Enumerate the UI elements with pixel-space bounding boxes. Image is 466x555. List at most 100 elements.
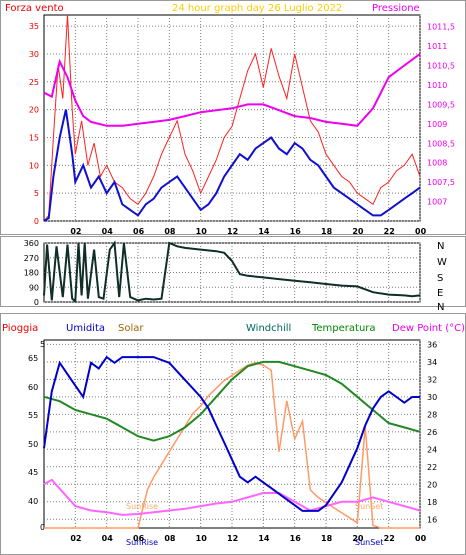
bottom-ticks: 02 04 06 08 10 12 14 16 18 20 22 000540455055606516… <box>28 340 437 543</box>
series-direction <box>43 240 421 304</box>
sunrise-label: SunRise <box>126 502 158 511</box>
dir-y-tick: 180 <box>24 269 39 278</box>
top-y-left-tick: 30 <box>29 50 39 59</box>
top-y-left-tick: 15 <box>29 133 39 142</box>
legend-umidita: Umidita <box>66 323 105 334</box>
top-y-left-tick: 10 <box>29 161 39 170</box>
bottom-y-right-tick: 36 <box>427 340 437 349</box>
top-series <box>43 14 421 222</box>
chart-title: 24 hour graph day 26 Luglio 2022 <box>172 3 342 14</box>
top-y-right-tick: 1011 <box>427 42 447 51</box>
series-temperature <box>43 360 421 442</box>
top-x-tick: 18 <box>321 227 333 236</box>
top-grid <box>44 15 421 222</box>
series-humidity <box>43 355 420 512</box>
top-y-right-tick: 1010,5 <box>427 62 455 71</box>
bottom-y-right-tick: 18 <box>427 498 437 507</box>
dir-ticks: 0 90 180 270 360 <box>24 239 39 307</box>
bottom-x-tick: 18 <box>321 534 333 543</box>
dir-letter-s: S <box>437 273 443 284</box>
bottom-grid <box>44 340 421 528</box>
sunset-axis-label: SunSet <box>355 538 383 547</box>
top-y-right-tick: 1007 <box>427 198 447 207</box>
top-x-tick: 20 <box>352 227 364 236</box>
legend-temperatura: Temperatura <box>311 323 376 334</box>
bottom-x-tick: 20 <box>352 534 364 543</box>
bottom-y-left-tick: 0 <box>40 523 45 532</box>
bottom-panel-frame <box>0 313 466 555</box>
bottom-y-right-tick: 30 <box>427 393 437 402</box>
bottom-y-left-tick: 5 <box>40 340 45 349</box>
bottom-x-tick: 12 <box>227 534 238 543</box>
series-speed <box>43 109 421 222</box>
top-x-tick: 06 <box>133 227 145 236</box>
dir-letter-e: E <box>437 288 443 299</box>
bottom-x-tick: 04 <box>102 534 114 543</box>
bottom-y-left-tick: 60 <box>28 383 38 392</box>
top-y-left-tick: 5 <box>34 189 39 198</box>
top-x-tick: 16 <box>290 227 302 236</box>
bottom-y-right-tick: 24 <box>427 445 437 454</box>
legend-pioggia: Pioggia <box>2 323 38 334</box>
dir-plot-area <box>43 242 421 303</box>
bottom-x-tick: 22 <box>384 534 395 543</box>
bottom-y-right-tick: 32 <box>427 375 437 384</box>
dir-series <box>43 240 421 304</box>
bottom-x-tick: 08 <box>164 534 176 543</box>
top-panel-frame <box>0 0 466 235</box>
dir-y-tick: 90 <box>29 283 39 292</box>
top-y-right-tick: 1008,5 <box>427 139 455 148</box>
bottom-y-left-tick: 55 <box>28 411 38 420</box>
series-dewpoint <box>43 478 421 516</box>
series-solar <box>44 361 420 529</box>
top-x-tick: 04 <box>102 227 114 236</box>
top-ticks: 02 04 06 08 10 12 14 16 18 20 22 000510152025303510… <box>29 22 455 236</box>
top-y-left-tick: 20 <box>29 106 39 115</box>
top-x-tick: 00 <box>415 227 427 236</box>
bottom-x-tick: 10 <box>196 534 208 543</box>
top-x-tick: 02 <box>70 227 81 236</box>
top-y-right-tick: 1008 <box>427 159 447 168</box>
top-y-right-tick: 1009,5 <box>427 100 455 109</box>
top-x-tick: 08 <box>164 227 176 236</box>
bottom-y-right-tick: 22 <box>427 463 437 472</box>
dir-grid <box>44 242 421 303</box>
bottom-y-right-tick: 34 <box>427 358 437 367</box>
top-x-tick: 12 <box>227 227 238 236</box>
dir-y-tick: 270 <box>24 254 39 263</box>
top-y-left-tick: 35 <box>29 22 39 31</box>
top-x-tick: 14 <box>258 227 270 236</box>
bottom-y-right-tick: 26 <box>427 428 437 437</box>
top-x-tick: 10 <box>196 227 208 236</box>
legend-dewpoint: Dew Point (°C) <box>392 323 465 334</box>
legend-solar: Solar <box>118 323 144 334</box>
bottom-series <box>43 355 421 529</box>
bottom-x-tick: 02 <box>70 534 81 543</box>
bottom-y-right-tick: 16 <box>427 515 437 524</box>
top-y-right-tick: 1009 <box>427 120 447 129</box>
bottom-y-left-tick: 40 <box>28 497 38 506</box>
left-axis-label: Forza vento <box>5 3 64 14</box>
bottom-y-right-tick: 28 <box>427 410 437 419</box>
bottom-y-left-tick: 50 <box>28 440 38 449</box>
top-x-tick: 22 <box>384 227 395 236</box>
bottom-y-left-tick: 45 <box>28 468 38 477</box>
bottom-y-right-tick: 20 <box>427 480 437 489</box>
right-axis-label: Pressione <box>372 3 420 14</box>
dir-letter-w: W <box>437 257 447 268</box>
series-gust <box>43 14 421 222</box>
dir-y-tick: 0 <box>34 298 39 307</box>
bottom-x-tick: 00 <box>415 534 427 543</box>
bottom-x-tick: 16 <box>290 534 302 543</box>
bottom-y-left-tick: 65 <box>28 354 38 363</box>
dir-letter-n-top: N <box>437 241 444 252</box>
sunset-label: SunSet <box>355 502 383 511</box>
top-y-right-tick: 1011,5 <box>427 23 455 32</box>
top-y-left-tick: 25 <box>29 78 39 87</box>
top-y-right-tick: 1007,5 <box>427 178 455 187</box>
series-pressure <box>43 53 421 127</box>
sunrise-axis-label: SunRise <box>126 538 158 547</box>
bottom-x-tick: 14 <box>258 534 270 543</box>
top-y-left-tick: 0 <box>34 217 39 226</box>
